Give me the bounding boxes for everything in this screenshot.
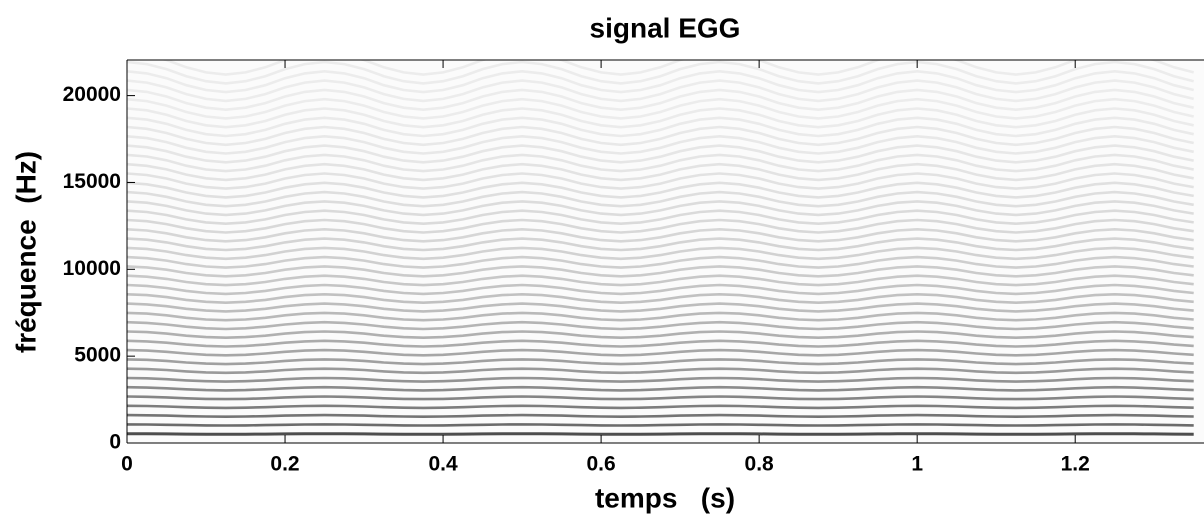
harmonic: [127, 60, 1195, 85]
y-tick-label: 15000: [63, 170, 121, 193]
x-axis-label: temps (s): [595, 482, 735, 513]
harmonic: [127, 116, 1194, 138]
harmonic: [127, 153, 1194, 173]
harmonic: [127, 404, 1194, 410]
harmonic: [127, 172, 1194, 190]
harmonic: [127, 311, 1194, 322]
harmonic: [127, 320, 1194, 331]
x-tick-label: 1: [911, 453, 923, 476]
harmonic: [127, 227, 1194, 243]
harmonic: [127, 134, 1194, 155]
harmonic: [127, 144, 1194, 164]
chart-title: signal EGG: [590, 12, 741, 43]
harmonic: [127, 107, 1194, 129]
harmonic: [127, 97, 1194, 120]
y-axis-label: fréquence (Hz): [10, 151, 41, 353]
harmonic: [127, 255, 1194, 269]
harmonic: [127, 292, 1194, 305]
x-tick-label: 1.2: [1061, 453, 1090, 476]
harmonic: [127, 162, 1194, 182]
harmonic: [127, 69, 1195, 94]
harmonic: [127, 358, 1194, 366]
x-tick-label: 0.4: [428, 453, 458, 476]
harmonic: [127, 218, 1194, 234]
harmonic: [127, 246, 1194, 261]
harmonic: [127, 237, 1194, 252]
fundamental: [127, 432, 1194, 436]
harmonic: [127, 283, 1194, 296]
harmonic: [127, 302, 1194, 313]
harmonic: [127, 376, 1194, 383]
y-tick-label: 5000: [74, 344, 121, 367]
harmonic: [127, 209, 1194, 226]
harmonic: [127, 395, 1194, 401]
harmonic: [127, 348, 1194, 357]
harmonic: [127, 367, 1194, 375]
harmonic: [127, 265, 1194, 278]
spectrogram: [127, 60, 1195, 436]
harmonic: [127, 79, 1195, 103]
harmonic: [127, 88, 1194, 112]
x-tick-label: 0.2: [270, 453, 299, 476]
harmonic: [127, 181, 1194, 199]
y-tick-label: 10000: [63, 257, 121, 280]
x-tick-label: 0.8: [745, 453, 775, 476]
harmonic: [127, 385, 1194, 392]
harmonic: [127, 413, 1194, 419]
harmonic: [127, 330, 1194, 340]
harmonic: [127, 200, 1194, 217]
y-tick-label: 20000: [63, 83, 121, 106]
x-tick-label: 0: [121, 453, 133, 476]
harmonic: [127, 339, 1194, 348]
harmonic: [127, 125, 1194, 147]
harmonic: [161, 60, 1195, 76]
harmonic: [127, 423, 1194, 427]
x-tick-label: 0.6: [586, 453, 615, 476]
y-tick-label: 0: [109, 431, 121, 454]
harmonic: [127, 190, 1194, 208]
harmonic: [127, 274, 1194, 287]
